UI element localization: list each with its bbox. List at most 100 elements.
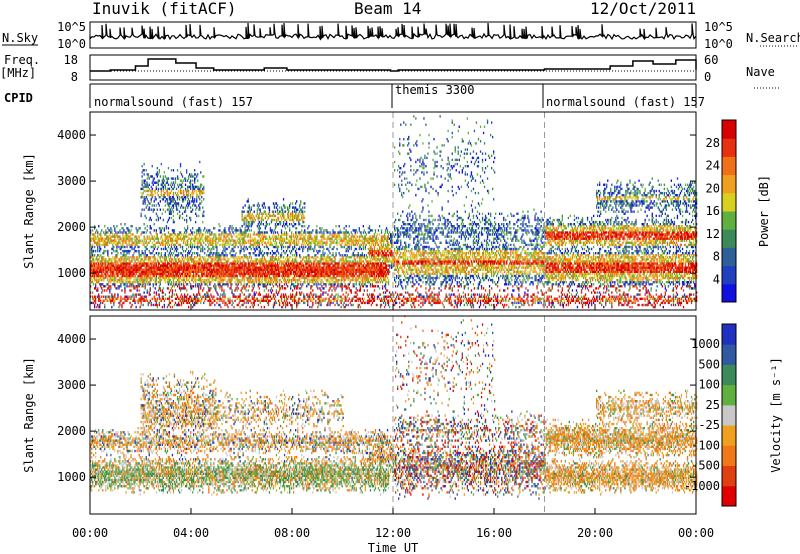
- power-cell-735: [125, 239, 127, 242]
- power-cell-1739: [167, 241, 170, 244]
- power-cell-281: [103, 258, 105, 261]
- power-cell-3859: [256, 208, 258, 211]
- power-cell-1205: [146, 189, 148, 193]
- power-cell-250: [101, 235, 103, 238]
- power-cell-904: [134, 268, 136, 271]
- power-cell-1237: [148, 283, 150, 286]
- power-cell-538: [116, 264, 118, 267]
- power-cell-1445: [156, 258, 158, 261]
- power-cell-1538: [160, 299, 162, 302]
- power-cell-3799: [253, 210, 255, 213]
- power-cell-2047: [177, 185, 180, 189]
- power-cell-198: [99, 270, 101, 273]
- power-cell-1358: [153, 274, 155, 278]
- power-cell-2291: [187, 227, 189, 230]
- power-cell-2000: [176, 268, 179, 271]
- power-cell-839: [130, 229, 132, 232]
- power-cell-2868: [209, 229, 211, 232]
- power-cell-2252: [186, 264, 188, 267]
- power-cell-1283: [149, 194, 151, 197]
- freq-trace: [90, 58, 697, 72]
- power-cell-2091: [179, 237, 182, 240]
- power-cell-4544: [284, 252, 287, 255]
- power-cell-732: [125, 254, 127, 257]
- power-cell-1633: [163, 227, 165, 230]
- power-cell-105: [94, 225, 96, 228]
- power-cell-1444: [156, 260, 158, 263]
- power-cell-867: [132, 272, 134, 276]
- power-cell-1522: [159, 266, 161, 269]
- power-cell-1387: [154, 276, 156, 280]
- power-cell-2249: [186, 270, 188, 273]
- power-cell-1229: [147, 194, 149, 197]
- power-cell-1086: [142, 191, 144, 195]
- power-cell-1883: [172, 274, 175, 278]
- power-cell-1590: [162, 287, 164, 290]
- power-cell-1884: [172, 272, 175, 276]
- power-cell-1763: [168, 276, 171, 280]
- power-cell-848: [131, 268, 133, 271]
- power-cell-1751: [167, 187, 170, 191]
- power-cell-583: [118, 235, 120, 238]
- power-cell-2560: [197, 301, 199, 305]
- power-cell-3574: [244, 204, 246, 207]
- power-cell-1314: [151, 270, 153, 273]
- power-cell-3775: [253, 295, 255, 298]
- power-cell-837: [130, 237, 132, 240]
- power-cell-2010: [176, 235, 179, 238]
- power-cell-2425: [192, 252, 194, 255]
- power-cell-495: [114, 281, 116, 284]
- power-cell-869: [132, 268, 134, 271]
- power-cell-1318: [151, 256, 153, 259]
- power-cell-225: [100, 254, 102, 257]
- power-cell-749: [126, 270, 128, 273]
- power-cell-4688: [291, 235, 293, 238]
- power-cell-4717: [292, 210, 294, 213]
- power-cell-2076: [179, 295, 182, 298]
- power-cell-1810: [169, 208, 172, 211]
- power-cell-2001: [176, 266, 179, 269]
- power-cell-2592: [198, 287, 200, 290]
- power-cell-50: [92, 264, 94, 267]
- power-cell-1462: [157, 276, 159, 280]
- power-cell-1800: [169, 256, 172, 259]
- power-cell-995: [138, 227, 140, 230]
- power-cell-1075: [142, 270, 144, 273]
- power-cell-4232: [272, 305, 275, 309]
- power-cell-2726: [203, 295, 205, 298]
- power-cell-1868: [171, 237, 174, 240]
- power-cell-428: [111, 295, 113, 298]
- power-cell-2738: [203, 229, 205, 232]
- power-cell-372: [108, 274, 110, 278]
- power-cell-1175: [145, 206, 147, 209]
- power-cell-2450: [193, 281, 195, 284]
- power-cell-1667: [164, 200, 166, 203]
- power-cell-1218: [147, 268, 149, 271]
- power-cell-1228: [147, 200, 149, 203]
- power-cell-4748: [294, 287, 296, 290]
- power-cell-955: [137, 285, 139, 288]
- power-cell-4625: [289, 281, 291, 284]
- power-cell-593: [119, 270, 121, 273]
- power-cell-107: [95, 299, 97, 302]
- power-cell-210: [99, 237, 101, 240]
- power-cell-4672: [290, 202, 292, 205]
- power-cell-1984: [175, 239, 178, 242]
- power-cell-1070: [142, 285, 144, 288]
- power-cell-1553: [160, 229, 162, 232]
- power-cell-2089: [179, 245, 182, 249]
- power-cell-4664: [290, 241, 292, 244]
- power-cell-4532: [284, 293, 287, 296]
- power-cell-1728: [167, 278, 170, 282]
- power-cell-1282: [149, 202, 151, 205]
- power-cell-1117: [143, 189, 145, 193]
- power-cell-3376: [235, 252, 237, 255]
- power-cell-1549: [160, 247, 162, 251]
- power-cell-1949: [174, 260, 177, 263]
- power-cell-2265: [186, 194, 188, 197]
- power-cell-4636: [289, 249, 291, 253]
- power-cell-712: [124, 239, 126, 242]
- power-cell-588: [119, 285, 121, 288]
- power-cell-960: [137, 270, 139, 273]
- power-cell-2285: [187, 254, 189, 257]
